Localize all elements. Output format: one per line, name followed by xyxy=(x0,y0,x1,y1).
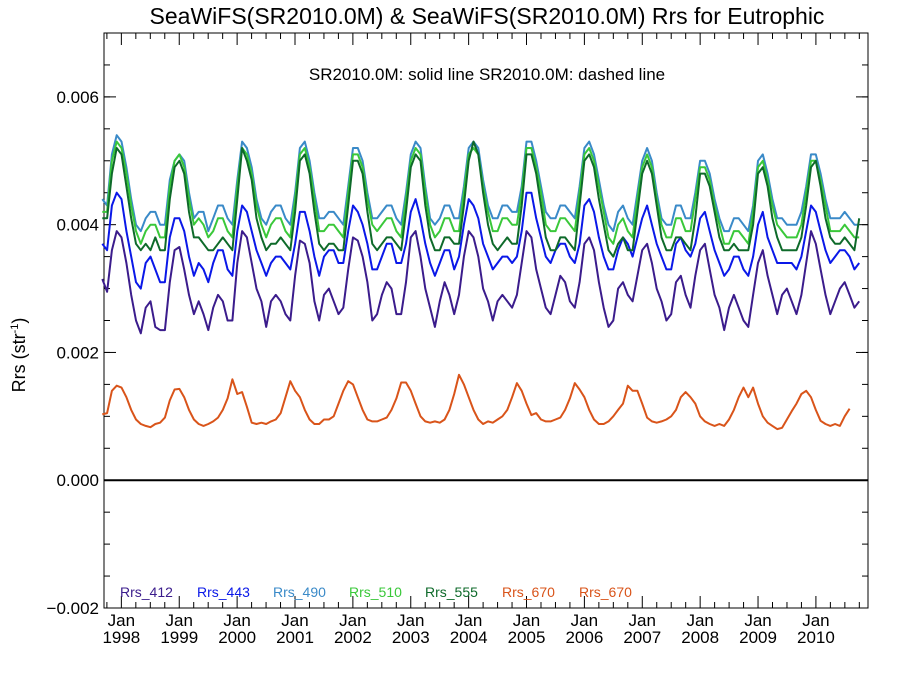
series-line-rrs-490 xyxy=(101,134,860,233)
series-line-rrs-412 xyxy=(101,230,861,335)
x-tick-label-month: Jan xyxy=(513,611,540,630)
x-tick-label-year: 2005 xyxy=(508,628,546,647)
legend-item: Rrs_490 xyxy=(273,584,326,600)
legend-item: Rrs_670 xyxy=(502,584,555,600)
x-tick-label-month: Jan xyxy=(281,611,308,630)
legend-item: Rrs_443 xyxy=(197,584,250,600)
x-tick-label-month: Jan xyxy=(744,611,771,630)
x-tick-label-month: Jan xyxy=(108,611,135,630)
y-axis-title-main: Rrs (str xyxy=(9,333,29,392)
x-tick-label-month: Jan xyxy=(629,611,656,630)
x-tick-label-year: 2007 xyxy=(623,628,661,647)
series-line-rrs-670 xyxy=(102,373,851,431)
legend-item: Rrs_555 xyxy=(425,584,478,600)
chart-subtitle: SR2010.0M: solid line SR2010.0M: dashed … xyxy=(309,65,665,84)
chart-title: SeaWiFS(SR2010.0M) & SeaWiFS(SR2010.0M) … xyxy=(150,3,825,29)
series-line-rrs-443 xyxy=(101,191,861,290)
y-axis-title: Rrs (str-1) xyxy=(9,318,29,393)
y-tick-label: 0.004 xyxy=(56,216,99,235)
x-tick-label-year: 2003 xyxy=(392,628,430,647)
legend-item: Rrs_670 xyxy=(579,584,632,600)
x-tick-label-month: Jan xyxy=(571,611,598,630)
x-tick-label-year: 1999 xyxy=(160,628,198,647)
series-line-rrs-555 xyxy=(102,140,861,258)
y-tick-label: 0.000 xyxy=(56,471,99,490)
x-tick-label-year: 2009 xyxy=(739,628,777,647)
y-axis-title-close: ) xyxy=(9,318,29,324)
x-tick-label-year: 2008 xyxy=(681,628,719,647)
y-tick-label: 0.006 xyxy=(56,88,99,107)
x-tick-label-year: 2000 xyxy=(218,628,256,647)
x-tick-label-year: 2004 xyxy=(450,628,488,647)
x-tick-label-year: 1998 xyxy=(102,628,140,647)
y-tick-label: 0.002 xyxy=(56,343,99,362)
x-tick-label-month: Jan xyxy=(339,611,366,630)
x-tick-label-year: 2006 xyxy=(565,628,603,647)
y-axis-title-sup: -1 xyxy=(9,324,21,334)
legend-item: Rrs_412 xyxy=(120,584,173,600)
legend-item: Rrs_510 xyxy=(349,584,402,600)
y-axis-title-text: Rrs (str-1) xyxy=(9,318,29,393)
x-tick-label-month: Jan xyxy=(166,611,193,630)
x-tick-label-month: Jan xyxy=(455,611,482,630)
x-tick-label-month: Jan xyxy=(223,611,250,630)
plot-frame xyxy=(103,32,869,609)
x-tick-label-month: Jan xyxy=(802,611,829,630)
x-tick-label-month: Jan xyxy=(686,611,713,630)
x-tick-label-year: 2002 xyxy=(334,628,372,647)
plot-area: −0.0020.0000.0020.0040.006Jan1998Jan1999… xyxy=(47,32,869,647)
x-tick-label-month: Jan xyxy=(397,611,424,630)
x-tick-label-year: 2001 xyxy=(276,628,314,647)
x-tick-label-year: 2010 xyxy=(797,628,835,647)
y-tick-label: −0.002 xyxy=(47,599,99,618)
